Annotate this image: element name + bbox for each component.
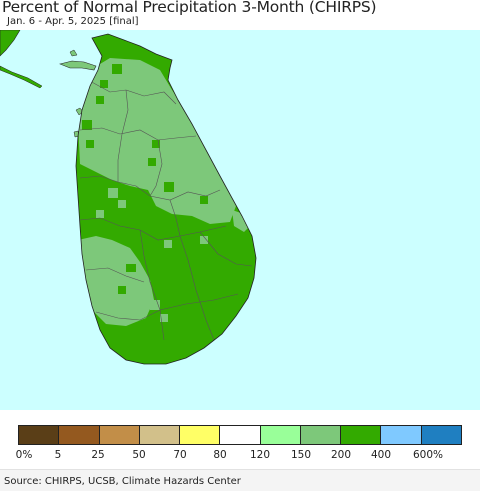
legend-swatch [19,426,60,444]
legend-tick: 25 [91,449,105,461]
legend-tick: 80 [213,449,227,461]
legend-tick: 120 [249,449,271,461]
map-title: Percent of Normal Precipitation 3-Month … [2,0,377,16]
zone-west [78,236,154,326]
legend-tick: 400 [370,449,392,461]
legend-swatch [260,426,301,444]
legend-tick: 5 [54,449,62,461]
legend-swatch [59,426,100,444]
legend-swatch [341,426,382,444]
legend-swatch [180,426,221,444]
legend-tick: 70 [173,449,187,461]
india-coast-strip [0,65,43,89]
legend-swatch [139,426,181,444]
mannar-island [59,60,97,71]
india-coast [0,30,21,57]
color-legend [18,425,462,445]
precipitation-map [0,30,480,410]
zone-east-strip [232,210,250,232]
legend-tick: 200 [330,449,352,461]
legend-tick: 0% [15,449,33,461]
source-text: Source: CHIRPS, UCSB, Climate Hazards Ce… [4,476,241,487]
legend-tick: 150 [290,449,312,461]
date-range-subtitle: Jan. 6 - Apr. 5, 2025 [final] [7,16,139,27]
legend-swatch [220,426,261,444]
legend-swatch [300,426,342,444]
legend-swatch [421,426,461,444]
legend-tick: 600% [412,449,444,461]
small-island [69,49,78,57]
source-bar: Source: CHIRPS, UCSB, Climate Hazards Ce… [0,469,480,491]
legend-swatch [381,426,422,444]
legend-swatch [99,426,140,444]
legend-tick: 50 [132,449,146,461]
